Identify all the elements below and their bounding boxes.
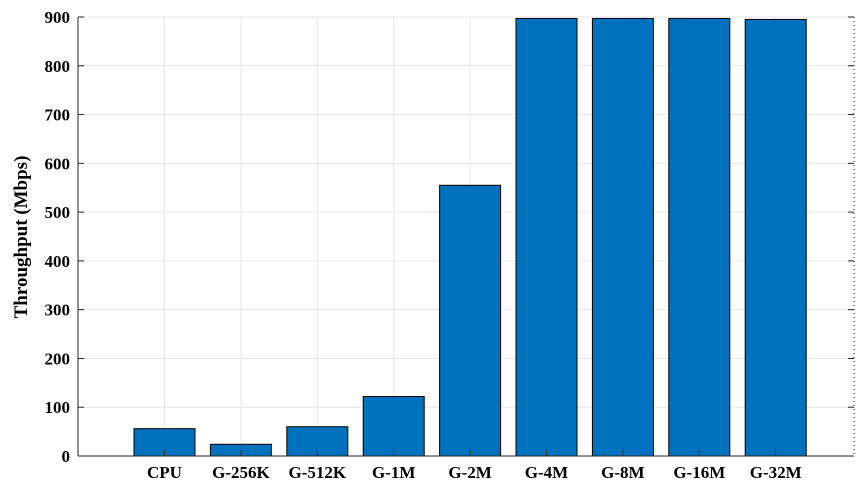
x-tick-label: G-4M [525,463,568,482]
x-tick-label: G-32M [750,463,802,482]
x-tick-label: G-1M [372,463,415,482]
y-tick-label: 900 [45,8,71,27]
axes [77,16,855,457]
y-tick-label: 300 [45,301,71,320]
bars [133,17,807,457]
y-tick-label: 700 [45,106,71,125]
x-tick-label: G-512K [288,463,346,482]
x-tick-label: G-2M [448,463,491,482]
bar-g-1m [362,395,425,457]
y-tick-label: 100 [45,398,71,417]
y-tick-label: 0 [62,447,71,466]
x-tick-label: G-16M [673,463,725,482]
x-tick-label: CPU [147,463,182,482]
y-axis-label: Throughput (Mbps) [11,156,32,319]
x-tick-labels: CPU G-256K G-512K G-1M G-2M G-4M G-8M G-16M G-32… [147,463,802,482]
bar-g-16m [668,17,731,457]
bar-g-32m [744,18,807,457]
y-tick-label: 400 [45,252,71,271]
bar-g-2m [439,184,502,457]
y-tick-label: 200 [45,349,71,368]
y-tick-label: 500 [45,203,71,222]
y-tick-label: 800 [45,57,71,76]
y-tick-labels: 0 100 200 300 400 500 600 700 800 900 [45,8,71,466]
bar-g-8m [591,17,654,457]
x-tick-label: G-8M [601,463,644,482]
y-tick-label: 600 [45,154,71,173]
x-tick-label: G-256K [212,463,270,482]
bar-g-4m [515,17,578,457]
